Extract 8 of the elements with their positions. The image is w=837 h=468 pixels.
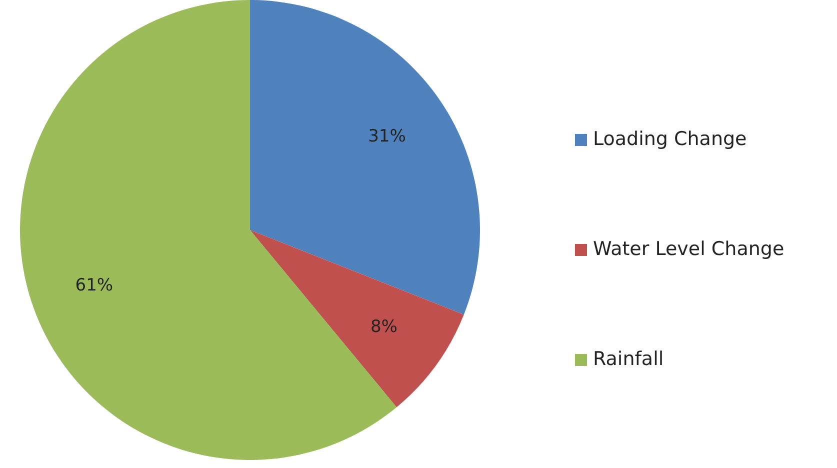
legend-label: Water Level Change — [593, 238, 784, 260]
data-label: 31% — [368, 126, 406, 147]
legend-label: Rainfall — [593, 348, 664, 370]
data-label: 8% — [370, 316, 398, 337]
pie-slice — [250, 230, 464, 408]
pie-slice — [250, 0, 480, 315]
legend-label: Loading Change — [593, 128, 747, 150]
data-label: 61% — [75, 276, 114, 296]
